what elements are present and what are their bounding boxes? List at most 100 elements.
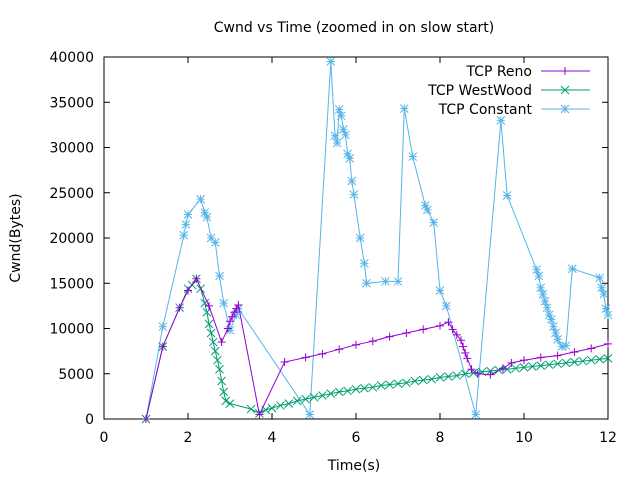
data-point-tcp-constant — [202, 212, 212, 222]
x-tick-label: 10 — [515, 430, 533, 446]
data-point-tcp-westwood — [309, 392, 319, 402]
data-point-tcp-westwood — [502, 364, 512, 374]
data-point-tcp-westwood — [460, 369, 470, 379]
y-tick-label: 5000 — [58, 367, 94, 383]
data-point-tcp-constant — [349, 190, 359, 199]
data-point-tcp-westwood — [292, 396, 302, 406]
data-point-tcp-reno — [318, 349, 327, 358]
data-point-tcp-westwood — [343, 386, 352, 396]
data-point-tcp-constant — [341, 130, 350, 140]
y-tick-label: 0 — [85, 412, 94, 428]
data-point-tcp-constant — [595, 273, 604, 283]
data-point-tcp-reno — [402, 329, 411, 338]
legend-label-tcp-westwood: TCP WestWood — [427, 83, 532, 99]
y-tick-label: 15000 — [49, 276, 94, 292]
data-point-tcp-westwood — [208, 337, 218, 347]
data-point-tcp-reno — [444, 318, 453, 327]
data-point-tcp-constant — [561, 341, 571, 351]
data-point-tcp-constant — [423, 205, 432, 215]
series-line-tcp-reno — [145, 277, 609, 420]
data-point-tcp-reno — [228, 312, 237, 321]
data-point-tcp-reno — [234, 300, 243, 309]
data-point-tcp-constant — [334, 105, 344, 114]
data-point-tcp-constant — [210, 238, 220, 247]
data-point-tcp-westwood — [469, 368, 478, 378]
data-point-tcp-constant — [399, 104, 409, 113]
data-point-tcp-reno — [436, 321, 444, 330]
data-point-tcp-reno — [507, 358, 516, 367]
data-point-tcp-reno — [335, 345, 344, 354]
data-point-tcp-constant — [496, 115, 506, 125]
data-point-tcp-constant — [332, 138, 342, 148]
data-point-tcp-constant — [601, 304, 611, 313]
y-tick-label: 40000 — [49, 50, 94, 66]
data-point-tcp-westwood — [418, 375, 428, 385]
y-tick-label: 25000 — [49, 186, 94, 202]
data-point-tcp-westwood — [528, 362, 537, 371]
data-point-tcp-reno — [553, 351, 562, 360]
data-point-tcp-constant — [538, 289, 548, 299]
data-point-tcp-constant — [599, 289, 609, 299]
legend-label-tcp-reno: TCP Reno — [465, 64, 532, 80]
data-point-tcp-constant — [343, 149, 352, 159]
data-point-tcp-constant — [158, 322, 168, 332]
data-point-tcp-reno — [486, 370, 495, 379]
data-point-tcp-constant — [326, 57, 336, 66]
data-point-tcp-westwood — [219, 387, 229, 397]
data-point-tcp-westwood — [204, 319, 214, 329]
data-point-tcp-constant — [542, 303, 552, 313]
data-point-tcp-westwood — [553, 359, 562, 369]
data-point-tcp-constant — [345, 154, 355, 163]
x-tick-label: 4 — [268, 430, 277, 446]
data-point-tcp-westwood — [276, 401, 285, 410]
x-axis-label: Time(s) — [327, 458, 380, 474]
data-point-tcp-constant — [536, 283, 546, 293]
data-point-tcp-reno — [587, 344, 596, 353]
data-point-tcp-reno — [499, 364, 507, 373]
data-point-tcp-constant — [603, 310, 613, 320]
data-point-tcp-reno — [255, 410, 264, 419]
data-point-tcp-reno — [536, 353, 545, 362]
data-point-tcp-westwood — [334, 387, 344, 397]
data-point-tcp-westwood — [595, 354, 604, 364]
legend-marker-tcp-westwood — [560, 85, 570, 95]
data-point-tcp-reno — [467, 365, 476, 374]
y-tick-label: 35000 — [49, 95, 94, 111]
data-point-tcp-reno — [217, 338, 226, 347]
data-point-tcp-constant — [305, 410, 315, 419]
data-point-tcp-constant — [441, 301, 451, 311]
data-point-tcp-reno — [184, 286, 192, 295]
data-point-tcp-constant — [540, 296, 550, 306]
y-tick-label: 10000 — [49, 322, 94, 338]
data-point-tcp-constant — [196, 194, 205, 204]
x-tick-label: 12 — [599, 430, 617, 446]
data-point-tcp-westwood — [206, 328, 216, 338]
data-point-tcp-constant — [429, 218, 439, 227]
data-point-tcp-constant — [532, 265, 541, 275]
data-point-tcp-westwood — [603, 354, 613, 363]
data-point-tcp-reno — [142, 415, 150, 423]
data-point-tcp-reno — [280, 357, 289, 366]
data-point-tcp-westwood — [213, 355, 222, 365]
data-point-tcp-reno — [604, 339, 612, 348]
data-point-tcp-constant — [393, 277, 403, 286]
data-point-tcp-constant — [181, 220, 191, 229]
data-point-tcp-westwood — [586, 355, 596, 365]
data-point-tcp-westwood — [452, 371, 462, 380]
data-point-tcp-constant — [355, 233, 365, 243]
data-point-tcp-constant — [179, 230, 189, 240]
legend-marker-tcp-constant — [560, 104, 570, 114]
data-point-tcp-westwood — [217, 376, 226, 386]
data-point-tcp-reno — [459, 342, 468, 351]
data-point-tcp-reno — [448, 325, 457, 334]
data-point-tcp-westwood — [410, 376, 420, 386]
chart-title: Cwnd vs Time (zoomed in on slow start) — [214, 20, 495, 36]
data-point-tcp-westwood — [360, 383, 369, 393]
data-point-tcp-reno — [230, 308, 239, 317]
data-point-tcp-constant — [551, 328, 560, 338]
data-point-tcp-westwood — [427, 374, 436, 384]
data-point-tcp-reno — [570, 348, 579, 357]
data-point-tcp-reno — [301, 353, 310, 362]
